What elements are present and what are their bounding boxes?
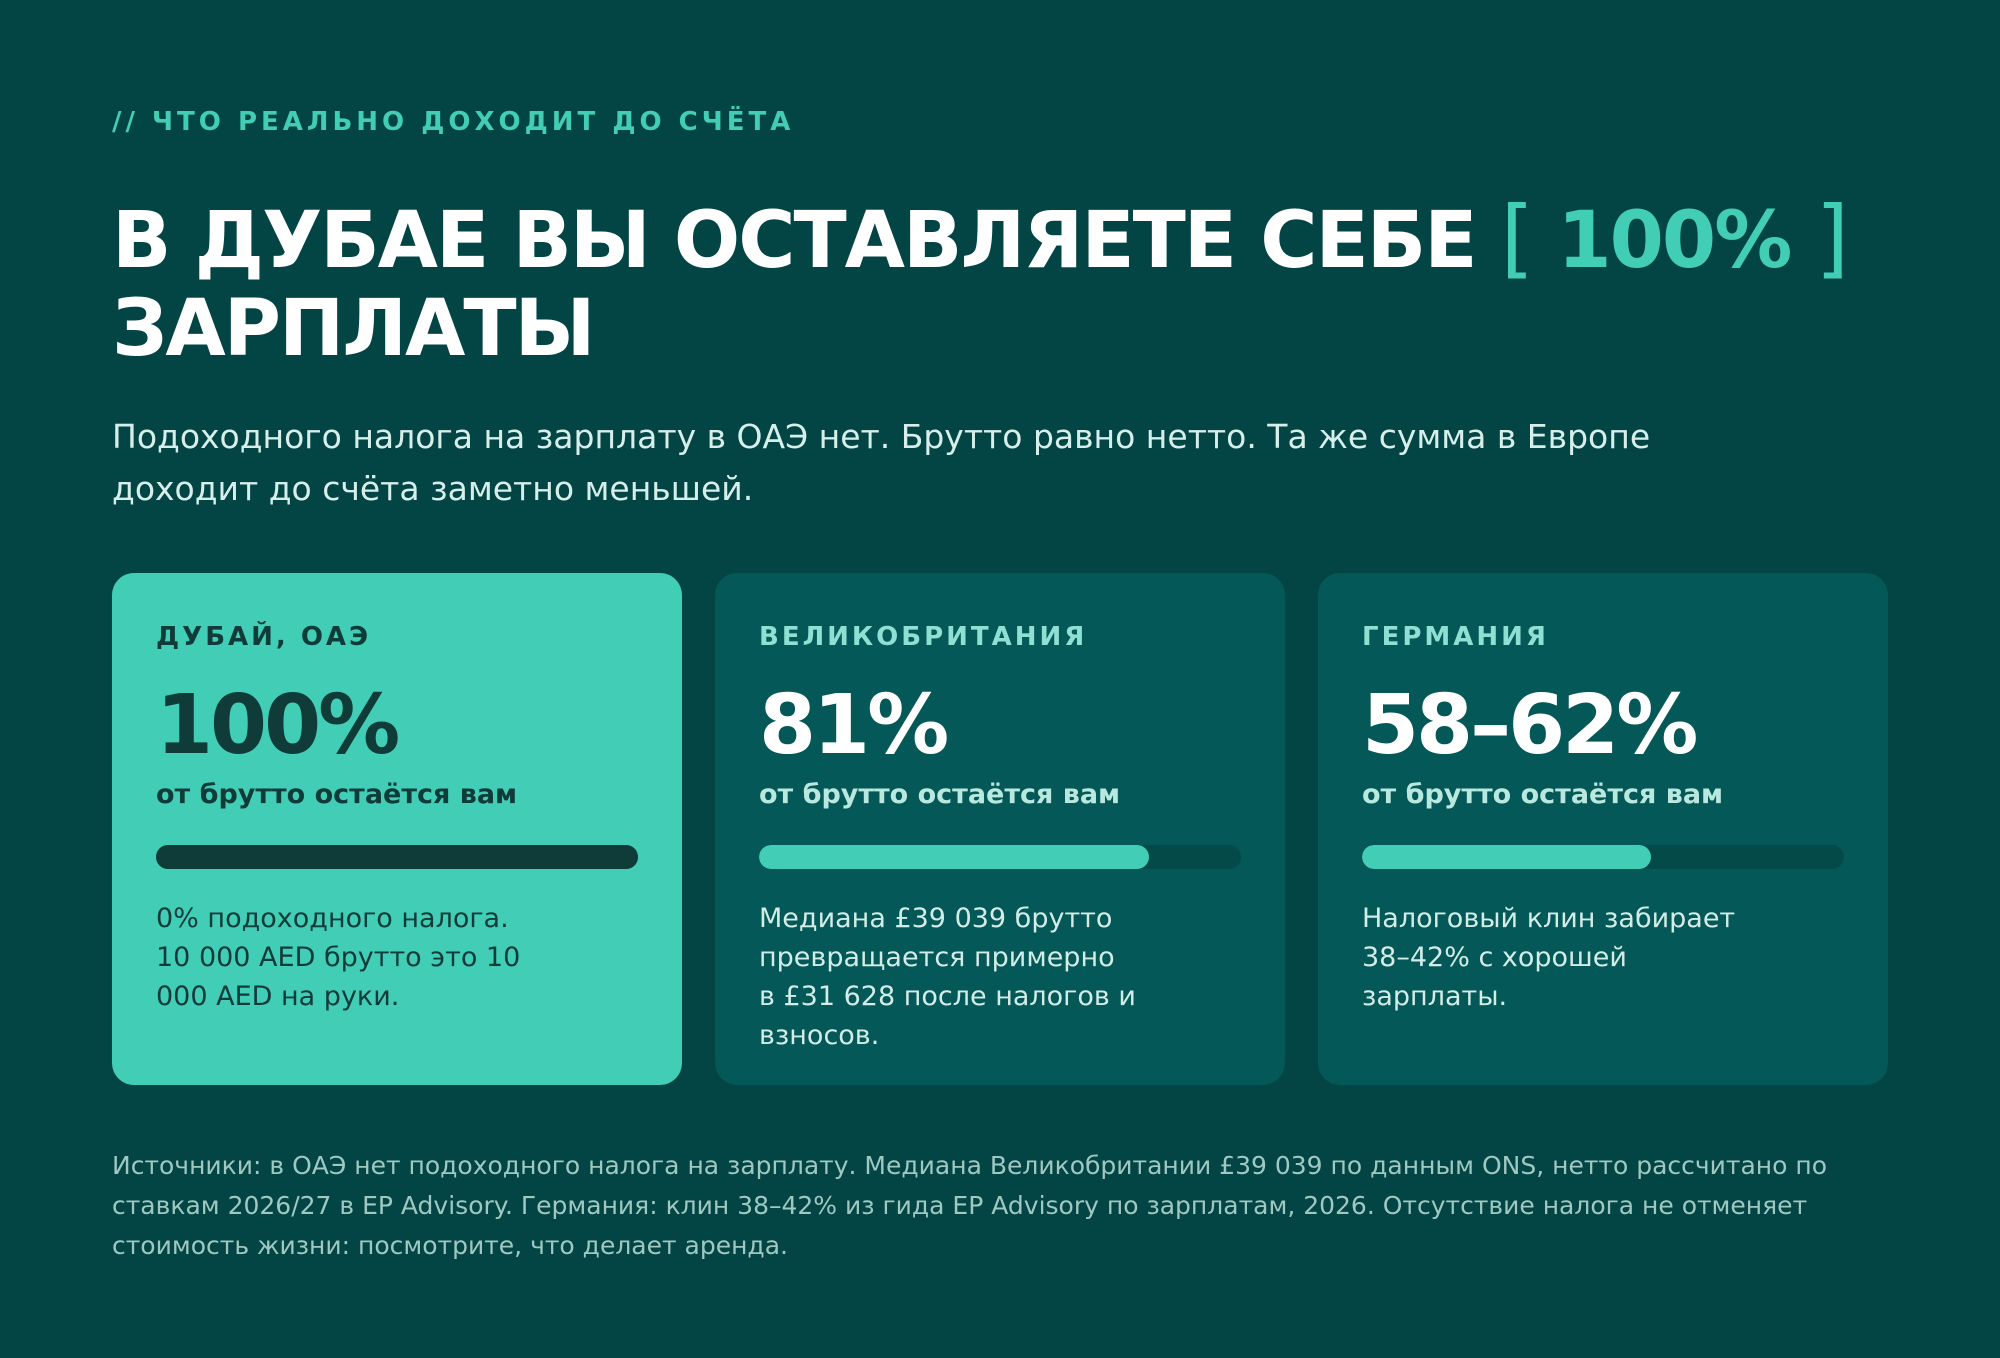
eyebrow-label: // ЧТО РЕАЛЬНО ДОХОДИТ ДО СЧЁТА: [112, 107, 795, 137]
retention-bar-fill: [156, 845, 638, 869]
country-cards: ДУБАЙ, ОАЭ 100% от брутто остаётся вам 0…: [112, 573, 1888, 1085]
retention-bar: [759, 845, 1241, 869]
retention-bar: [156, 845, 638, 869]
card-subtitle: от брутто остаётся вам: [156, 779, 518, 810]
lead-paragraph: Подоходного налога на зарплату в ОАЭ нет…: [112, 417, 1651, 508]
card-dubai: ДУБАЙ, ОАЭ 100% от брутто остаётся вам 0…: [112, 573, 682, 1085]
retention-bar: [1362, 845, 1844, 869]
headline-text-end: ЗАРПЛАТЫ: [112, 284, 595, 374]
retention-bar-fill: [1362, 845, 1652, 869]
bracket-open: [: [1500, 188, 1535, 288]
card-note: 0% подоходного налога. 10 000 AED брутто…: [156, 903, 521, 1012]
card-value: 100%: [156, 678, 400, 773]
card-region: ГЕРМАНИЯ: [1362, 622, 1549, 652]
retention-bar-fill: [759, 845, 1150, 869]
card-subtitle: от брутто остаётся вам: [1362, 779, 1724, 810]
bracket-close: ]: [1815, 188, 1850, 288]
card-uk: ВЕЛИКОБРИТАНИЯ 81% от брутто остаётся ва…: [715, 573, 1285, 1085]
card-value: 58–62%: [1362, 678, 1698, 773]
card-note: Медиана £39 039 брутто превращается прим…: [759, 903, 1136, 1051]
headline-accent: [ 100% ]: [1501, 194, 1849, 286]
headline: В ДУБАЕ ВЫ ОСТАВЛЯЕТЕ СЕБЕ [ 100% ] ЗАРП…: [112, 194, 1888, 373]
card-subtitle: от брутто остаётся вам: [759, 779, 1121, 810]
headline-text: В ДУБАЕ ВЫ ОСТАВЛЯЕТЕ СЕБЕ: [112, 196, 1478, 286]
card-region: ВЕЛИКОБРИТАНИЯ: [759, 622, 1088, 652]
card-value: 81%: [759, 678, 949, 773]
card-note: Налоговый клин забирает 38–42% с хорошей…: [1362, 903, 1736, 1012]
sources-footnote: Источники: в ОАЭ нет подоходного налога …: [112, 1151, 1828, 1260]
headline-accent-value: 100%: [1557, 196, 1792, 286]
card-region: ДУБАЙ, ОАЭ: [156, 622, 372, 652]
card-germany: ГЕРМАНИЯ 58–62% от брутто остаётся вам Н…: [1318, 573, 1888, 1085]
